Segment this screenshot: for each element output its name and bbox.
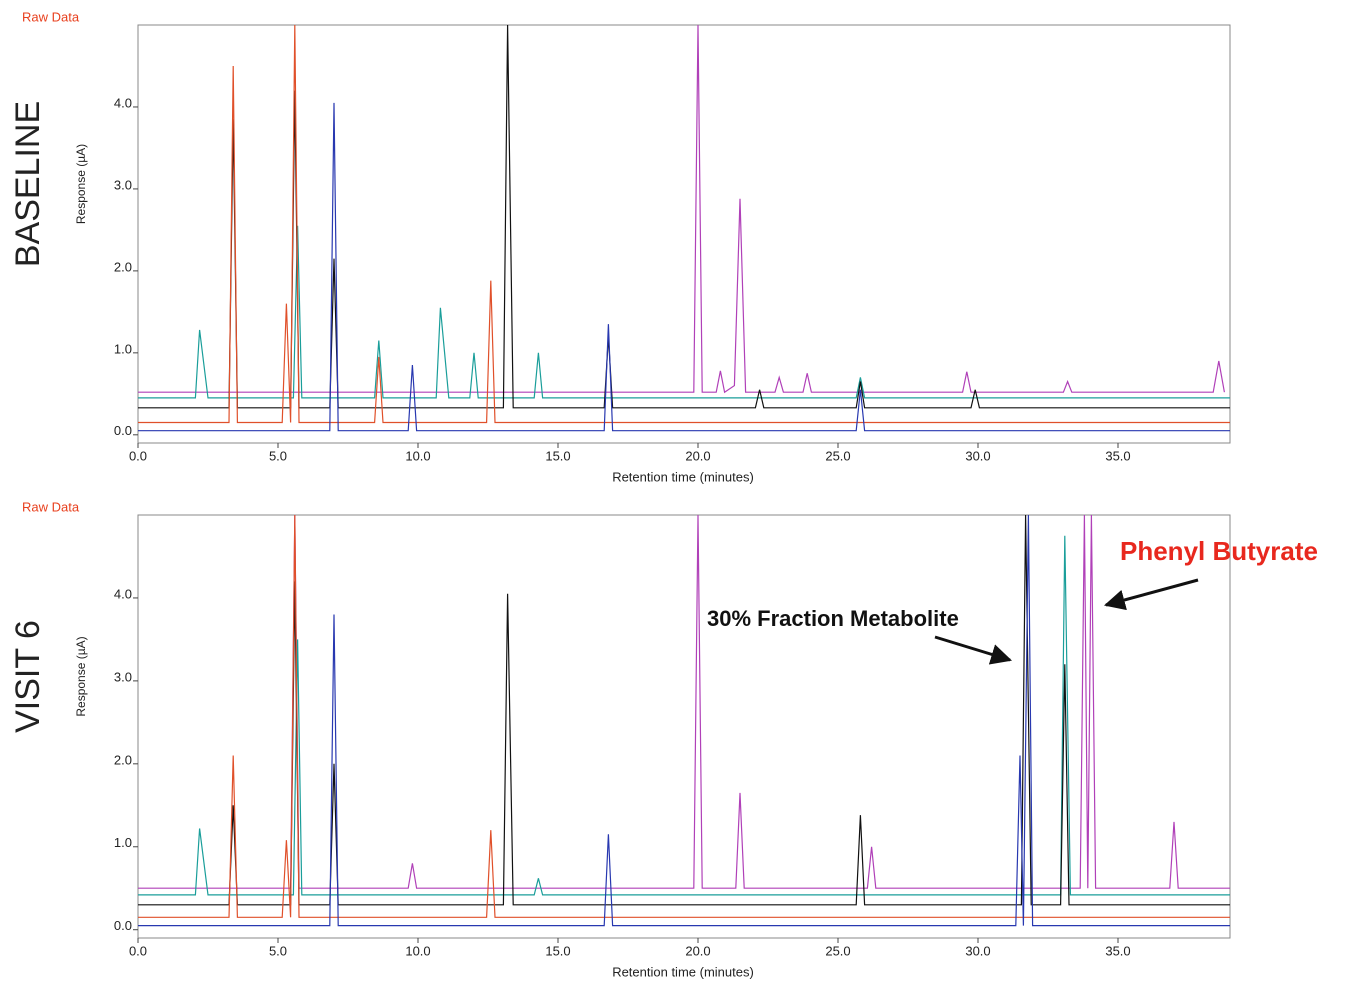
y-tick-label: 3.0 <box>114 669 132 684</box>
y-axis-label: Response (µA) <box>74 636 88 716</box>
y-tick-label: 0.0 <box>114 918 132 933</box>
x-tick-label: 25.0 <box>825 448 850 463</box>
traces <box>138 25 1230 432</box>
trace <box>138 515 1230 918</box>
x-tick-label: 5.0 <box>269 943 287 958</box>
trace <box>138 25 1230 424</box>
x-tick-label: 0.0 <box>129 448 147 463</box>
trace <box>138 515 1230 889</box>
x-tick-label: 25.0 <box>825 943 850 958</box>
x-tick-label: 10.0 <box>405 943 430 958</box>
panel-label: VISIT 6 <box>9 620 47 733</box>
plot-frame <box>137 24 1231 444</box>
annotation-arrow <box>1103 578 1199 611</box>
y-tick-label: 1.0 <box>114 835 132 850</box>
trace <box>138 535 1230 896</box>
x-tick-label: 30.0 <box>965 448 990 463</box>
x-tick-label: 15.0 <box>545 448 570 463</box>
y-tick-label: 2.0 <box>114 752 132 767</box>
y-tick-label: 4.0 <box>114 586 132 601</box>
annotation: Phenyl Butyrate <box>1120 536 1318 566</box>
x-tick-label: 15.0 <box>545 943 570 958</box>
trace <box>138 102 1230 432</box>
x-tick-label: 0.0 <box>129 943 147 958</box>
trace <box>138 25 1225 394</box>
y-tick-label: 4.0 <box>114 95 132 110</box>
x-tick-label: 5.0 <box>269 448 287 463</box>
x-tick-label: 20.0 <box>685 448 710 463</box>
trace <box>138 225 1230 399</box>
y-axis-label: Response (µA) <box>74 144 88 224</box>
x-tick-label: 30.0 <box>965 943 990 958</box>
corner-label: Raw Data <box>22 499 80 514</box>
annotation-arrow <box>934 635 1013 665</box>
plot-frame <box>137 514 1231 939</box>
x-axis-label: Retention time (minutes) <box>612 469 754 484</box>
corner-label: Raw Data <box>22 9 80 24</box>
x-tick-label: 10.0 <box>405 448 430 463</box>
x-tick-label: 20.0 <box>685 943 710 958</box>
annotation: 30% Fraction Metabolite <box>707 606 959 631</box>
y-tick-label: 3.0 <box>114 177 132 192</box>
x-tick-label: 35.0 <box>1105 943 1130 958</box>
x-axis-label: Retention time (minutes) <box>612 964 754 979</box>
trace <box>138 25 1230 409</box>
x-tick-label: 35.0 <box>1105 448 1130 463</box>
y-tick-label: 2.0 <box>114 259 132 274</box>
traces <box>138 515 1230 927</box>
y-tick-label: 1.0 <box>114 341 132 356</box>
y-tick-label: 0.0 <box>114 423 132 438</box>
trace <box>138 515 1230 927</box>
trace <box>138 515 1230 906</box>
panel-label: BASELINE <box>9 101 47 267</box>
